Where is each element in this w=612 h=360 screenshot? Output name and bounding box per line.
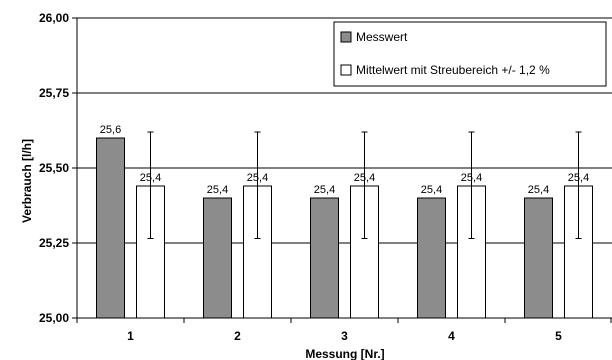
x-tick-label-2: 3 xyxy=(341,329,348,343)
data-label-s1-0: 25,4 xyxy=(140,172,161,184)
legend: Messwert Mittelwert mit Streubereich +/-… xyxy=(333,21,607,87)
bars xyxy=(96,137,593,319)
y-tick-label-4: 26,00 xyxy=(39,11,69,25)
y-tick-label-2: 25,50 xyxy=(39,161,69,175)
x-axis-title: Messung [Nr.] xyxy=(305,347,384,360)
legend-swatch-messwert xyxy=(340,31,352,43)
legend-box xyxy=(333,21,607,87)
data-label-s0-4: 25,4 xyxy=(528,184,549,196)
legend-swatch-mittelwert xyxy=(340,64,352,76)
y-tick-label-1: 25,25 xyxy=(39,236,69,250)
data-labels: 25,6 25,4 25,4 25,4 25,4 25,4 25,4 25,4 25,4 25,4 xyxy=(100,124,589,196)
bar-s0-4 xyxy=(524,197,553,319)
data-label-s0-3: 25,4 xyxy=(421,184,442,196)
y-tick-labels: 25,00 25,25 25,50 25,75 26,00 xyxy=(39,11,69,325)
data-label-s1-4: 25,4 xyxy=(568,172,589,184)
data-label-s0-0: 25,6 xyxy=(100,124,121,136)
gridlines xyxy=(77,17,612,244)
bar-s0-1 xyxy=(203,197,232,319)
x-tick-label-0: 1 xyxy=(127,329,134,343)
x-tick-label-1: 2 xyxy=(234,329,241,343)
y-tick-label-0: 25,00 xyxy=(39,311,69,325)
bar-s0-2 xyxy=(310,197,339,319)
bar-s1-4 xyxy=(564,185,593,319)
bar-s0-3 xyxy=(417,197,446,319)
x-tick-labels: 1 2 3 4 5 xyxy=(127,329,562,343)
legend-label-mittelwert: Mittelwert mit Streubereich +/- 1,2 % xyxy=(356,63,550,77)
x-tick-label-3: 4 xyxy=(448,329,455,343)
bar-s0-0 xyxy=(96,137,125,319)
axes xyxy=(72,17,612,323)
data-label-s1-2: 25,4 xyxy=(354,172,375,184)
x-tick-label-4: 5 xyxy=(555,329,562,343)
data-label-s1-1: 25,4 xyxy=(247,172,268,184)
error-bars xyxy=(147,131,582,239)
data-label-s0-1: 25,4 xyxy=(207,184,228,196)
legend-label-messwert: Messwert xyxy=(356,30,408,44)
y-axis-title: Verbrauch [l/h] xyxy=(20,139,34,223)
data-label-s1-3: 25,4 xyxy=(461,172,482,184)
data-label-s0-2: 25,4 xyxy=(314,184,335,196)
y-tick-label-3: 25,75 xyxy=(39,86,69,100)
